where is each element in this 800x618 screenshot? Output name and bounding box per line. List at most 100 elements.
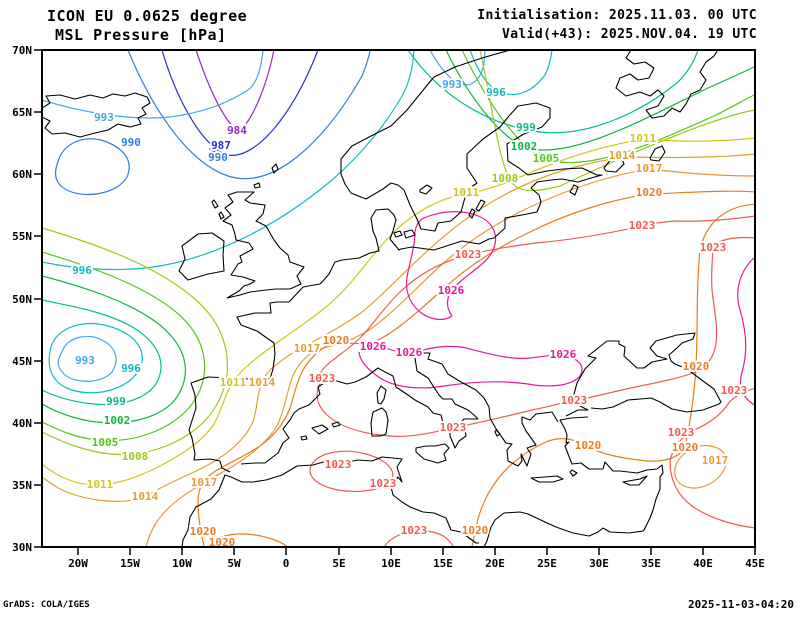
isobar-path (471, 203, 755, 547)
isobar-path (42, 227, 228, 456)
creation-timestamp: 2025-11-03-04:20 (688, 598, 794, 611)
isobar-value-label: 1026 (438, 284, 465, 297)
isobar-value-label: 990 (208, 151, 228, 164)
isobar-value-label: 1017 (294, 342, 321, 355)
isobar-path (479, 50, 755, 192)
lat-label: 70N (12, 44, 32, 57)
isobar-path (445, 50, 755, 151)
lat-label: 60N (12, 168, 32, 181)
isobar-value-label: 1020 (190, 525, 217, 538)
isobar-path (42, 275, 186, 424)
isobar-value-label: 984 (227, 124, 247, 137)
isobar-value-label: 993 (442, 78, 462, 91)
isobar-value-label: 1023 (440, 421, 467, 434)
isobar-value-label: 996 (121, 362, 141, 375)
isobar-path (358, 343, 583, 389)
isobar-value-label: 1017 (636, 162, 663, 175)
isobar-path (54, 138, 130, 196)
isobar-value-label: 987 (211, 139, 231, 152)
coast-ireland (178, 232, 225, 281)
lat-label: 65N (12, 106, 32, 119)
isobar-value-label: 1011 (220, 376, 247, 389)
isobar-value-label: 1008 (492, 172, 519, 185)
isobar-value-label: 1026 (360, 340, 387, 353)
isobar-value-label: 1026 (396, 346, 423, 359)
coast-white-sea (615, 50, 719, 119)
lon-label: 15W (120, 557, 140, 570)
lon-label: 35E (641, 557, 661, 570)
lon-label: 20E (485, 557, 505, 570)
isobar-path (405, 211, 497, 321)
coast-faroe-islands (209, 145, 224, 157)
axis-ticks-and-labels: 70N 65N 60N 55N 50N 45N 40N 35N 30N 20W 15W 10W 5W 0 5… (12, 44, 765, 570)
isobar-path (127, 50, 371, 180)
isobar-value-label: 993 (75, 354, 95, 367)
coast-iceland (42, 92, 151, 138)
isobar-value-label: 990 (121, 136, 141, 149)
isobar-value-label: 1023 (561, 394, 588, 407)
lon-label: 15E (433, 557, 453, 570)
lon-label: 40E (693, 557, 713, 570)
lon-label: 0 (283, 557, 290, 570)
isobar-value-label: 1011 (87, 478, 114, 491)
isobar-path (207, 533, 289, 547)
isobar-value-label: 1023 (370, 477, 397, 490)
isobar-value-label: 1017 (702, 454, 729, 467)
isobar-path (674, 444, 727, 489)
isobar-path (145, 168, 755, 547)
isobar-value-label: 1023 (700, 241, 727, 254)
lon-label: 5E (332, 557, 345, 570)
isobar-value-label: 1023 (629, 219, 656, 232)
lon-label: 5W (227, 557, 241, 570)
isobar-path (42, 50, 415, 271)
lon-label: 20W (68, 557, 88, 570)
isobar-path (407, 50, 699, 134)
coast-mediterranean-north (240, 352, 559, 467)
isobar-path (42, 299, 162, 406)
isobar-value-label: 1020 (462, 524, 489, 537)
title-valid-time: Valid(+43): 2025.NOV.04. 19 UTC (501, 27, 757, 42)
isobar-value-label: 1020 (323, 334, 350, 347)
isobar-value-label: 1014 (609, 149, 636, 162)
lon-label: 10W (172, 557, 192, 570)
isobar-path (42, 251, 206, 442)
isobar-value-label: 1020 (672, 441, 699, 454)
isobar-value-label: 1002 (104, 414, 131, 427)
isobar-value-label: 1020 (683, 360, 710, 373)
isobar-value-label: 1005 (92, 436, 119, 449)
lon-label: 30E (589, 557, 609, 570)
isobar-path (309, 450, 394, 492)
isobar-value-label: 1023 (401, 524, 428, 537)
isobar-value-label: 1026 (550, 348, 577, 361)
coastlines (42, 50, 722, 547)
isobar-value-label: 1002 (511, 140, 538, 153)
isobar-path (197, 190, 755, 547)
isobar-value-label: 999 (516, 121, 536, 134)
lat-label: 40N (12, 417, 32, 430)
isobar-value-label: 1023 (325, 458, 352, 471)
lon-label: 10E (381, 557, 401, 570)
coast-great-britain (222, 191, 305, 299)
isobar-path (57, 335, 117, 382)
isobar-value-label: 1023 (309, 372, 336, 385)
lat-label: 45N (12, 355, 32, 368)
isobar-path (429, 50, 486, 86)
isobar-labels: 9849879909909939939939969969969999991002… (70, 76, 749, 551)
isobar-value-label: 1014 (249, 376, 276, 389)
isobar-lines (42, 50, 755, 547)
isobar-path (42, 153, 755, 502)
lat-label: 30N (12, 541, 32, 554)
coast-scandinavia-baltic (188, 50, 603, 473)
coast-islands-and-lakes (300, 145, 666, 486)
isobar-value-label: 1020 (575, 439, 602, 452)
isobar-value-label: 1011 (453, 186, 480, 199)
isobar-path (316, 215, 755, 437)
lon-label: 25E (537, 557, 557, 570)
coast-scottish-isles (211, 163, 279, 220)
isobar-value-label: 993 (94, 111, 114, 124)
title-init-time: Initialisation: 2025.11.03. 00 UTC (477, 8, 757, 23)
title-parameter: MSL Pressure [hPa] (55, 26, 227, 44)
isobar-value-label: 1011 (630, 132, 657, 145)
